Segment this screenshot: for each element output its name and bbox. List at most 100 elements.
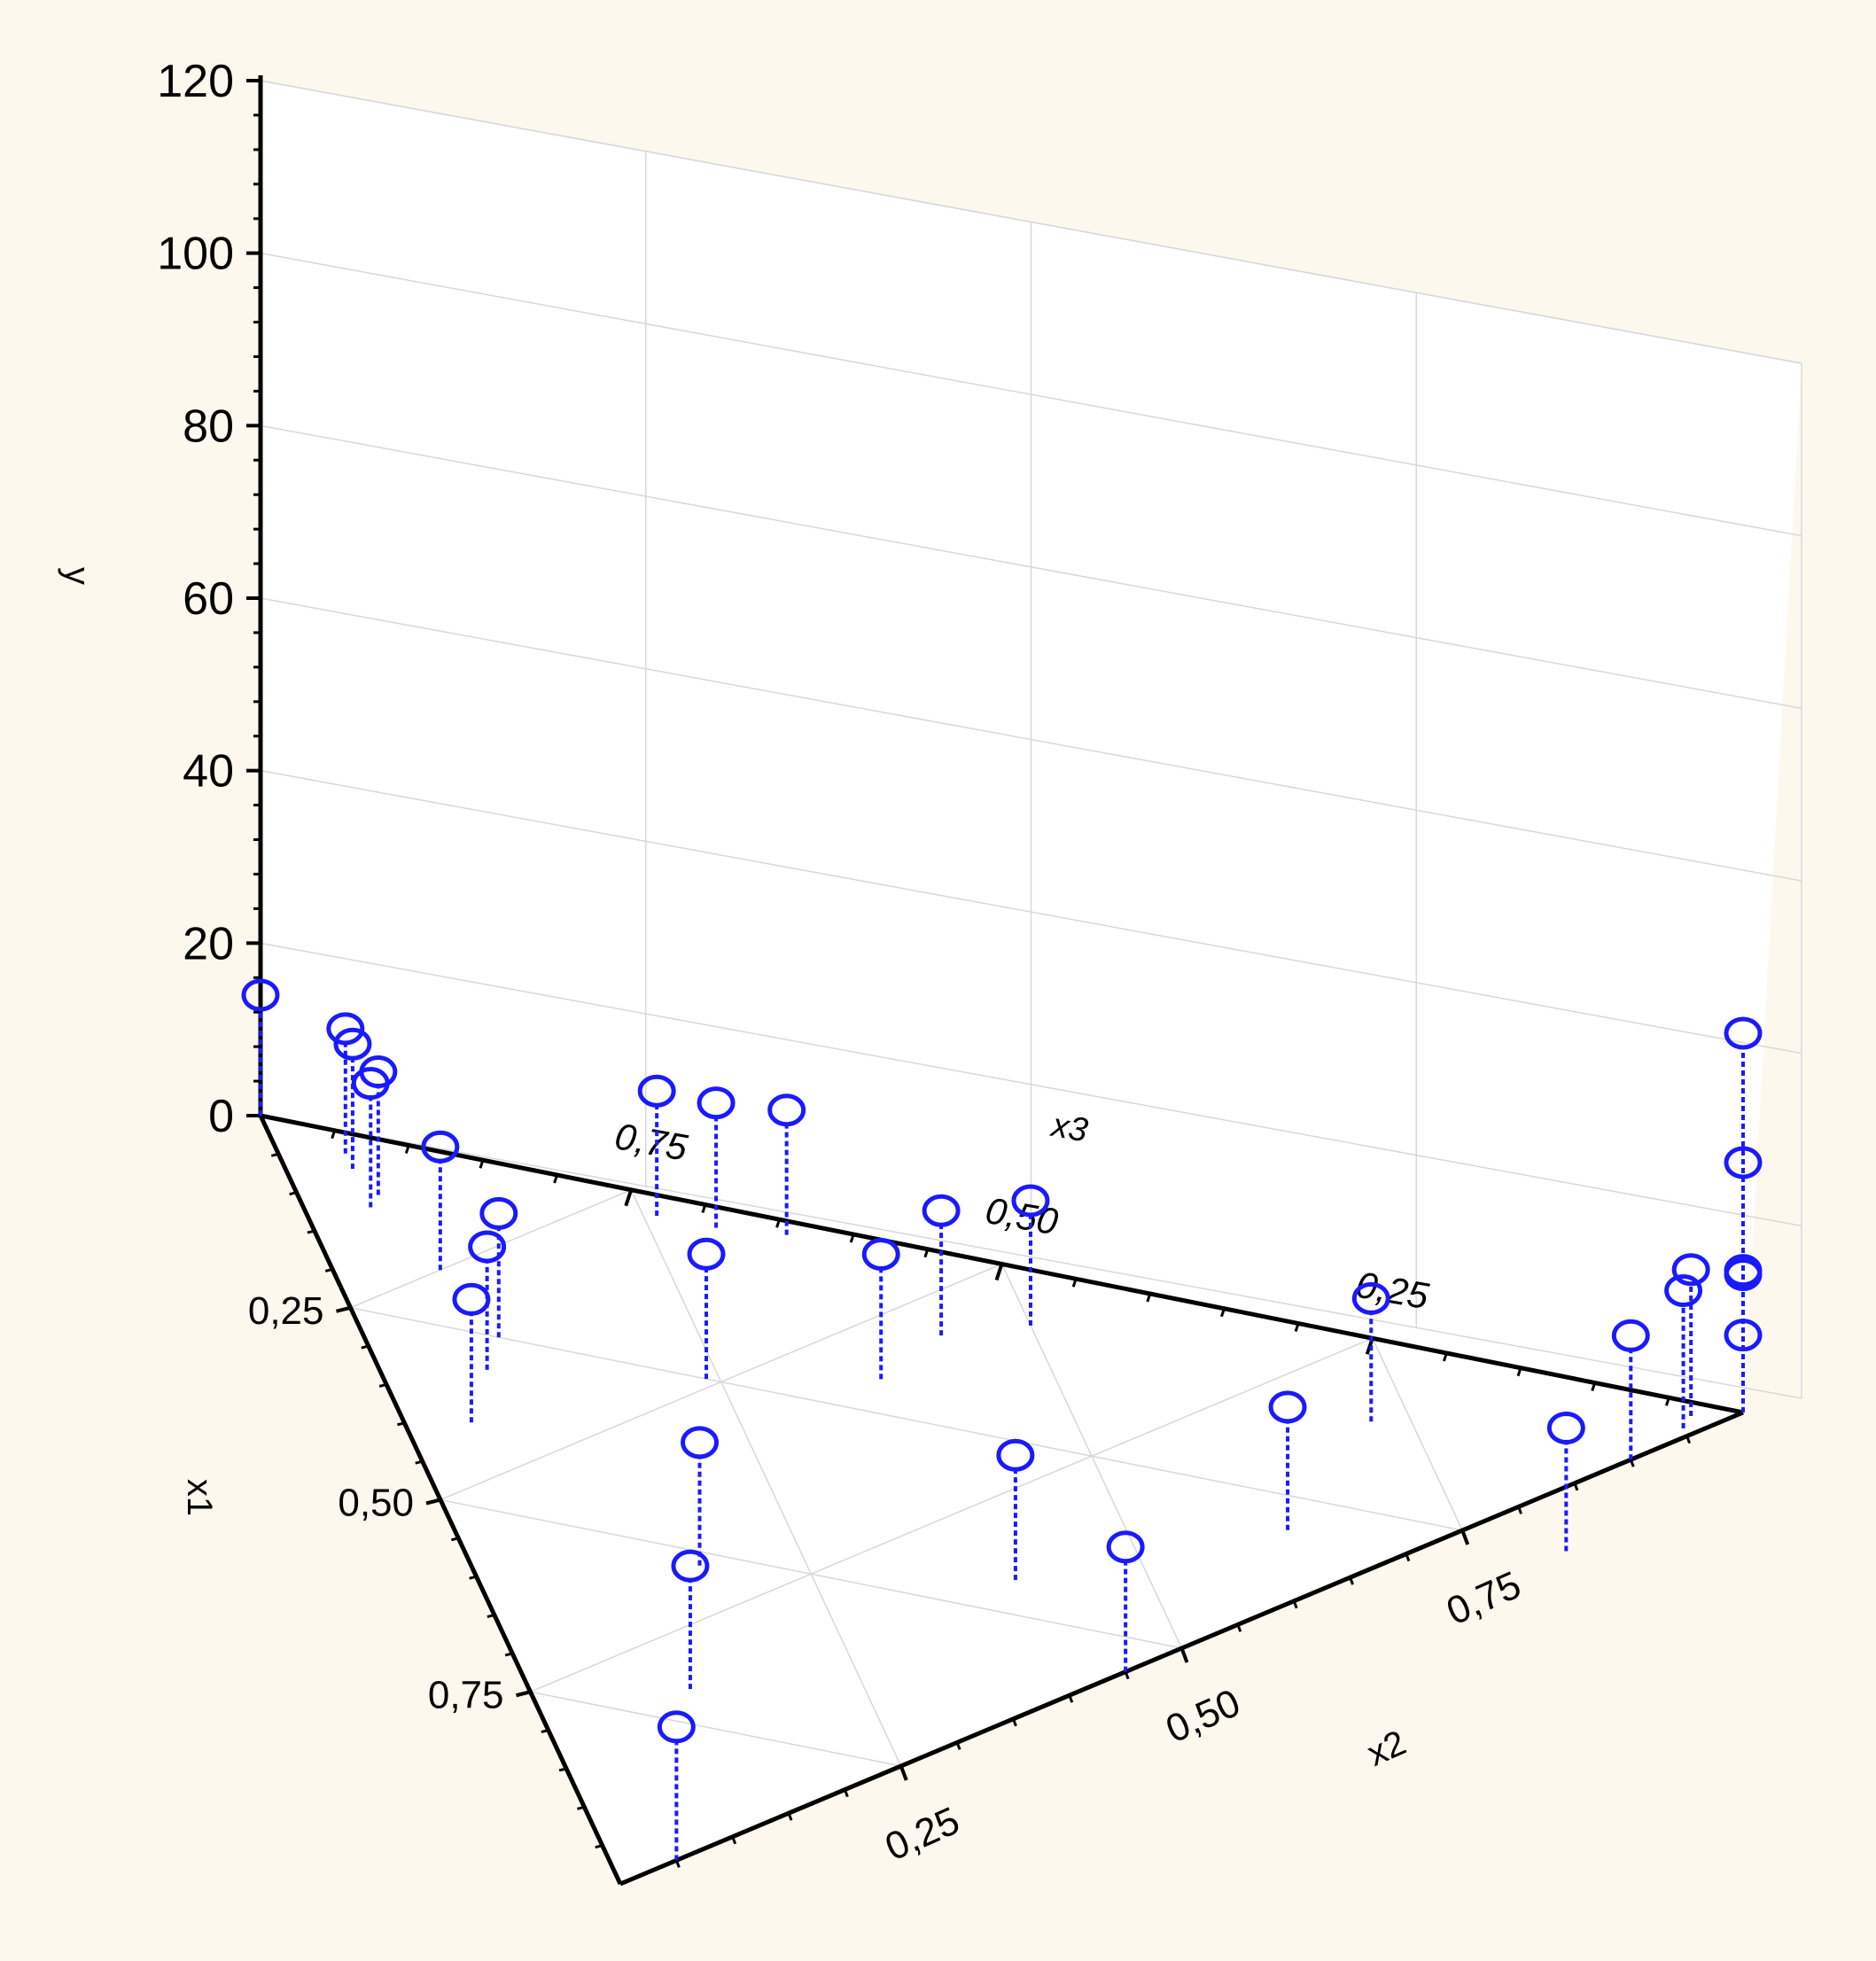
data-point: [697, 1086, 736, 1228]
data-point: [861, 1237, 900, 1380]
tick-x1-minor: [595, 1844, 603, 1849]
tick-x2-minor: [731, 1836, 737, 1845]
tick-x3-minor: [1591, 1382, 1597, 1391]
tick-x3-minor: [1442, 1352, 1448, 1362]
point-marker: [479, 1196, 518, 1230]
tick-x2-minor: [1685, 1436, 1692, 1444]
point-marker: [697, 1086, 736, 1120]
tick-x2-minor: [1012, 1718, 1017, 1727]
tick-x1-minor: [307, 1229, 315, 1234]
tick-x1-minor: [397, 1421, 405, 1427]
tick-x3-minor: [404, 1145, 410, 1154]
data-point: [1671, 1253, 1710, 1416]
data-point: [326, 1012, 365, 1154]
tick-label-y: 120: [157, 56, 234, 107]
data-point: [1351, 1281, 1390, 1422]
tick-x1-minor: [469, 1575, 477, 1580]
data-point: [687, 1237, 726, 1380]
point-marker: [1546, 1412, 1585, 1445]
tick-x2-minor: [1460, 1529, 1467, 1538]
data-point: [1724, 1016, 1763, 1412]
tick-x1-minor: [361, 1344, 370, 1350]
data-point: [1664, 1273, 1703, 1428]
point-marker: [1011, 1184, 1050, 1218]
grid-line-wall-top: [260, 80, 1802, 364]
data-point: [1268, 1390, 1307, 1530]
point-marker: [922, 1194, 961, 1227]
point-marker: [996, 1438, 1035, 1472]
tick-x3-minor: [923, 1249, 930, 1258]
tick-x2-minor: [843, 1789, 849, 1798]
tick-x1-minor: [343, 1306, 351, 1311]
tick-x3-minor: [553, 1174, 559, 1184]
tick-x3-minor: [1294, 1323, 1300, 1332]
tick-x3-minor: [1071, 1278, 1078, 1288]
data-point: [1011, 1184, 1050, 1326]
point-marker: [1671, 1253, 1710, 1287]
data-point: [351, 1067, 390, 1208]
point-marker: [1724, 1319, 1763, 1352]
grid-line-floor: [630, 1189, 902, 1767]
tick-label-y: 100: [157, 229, 234, 280]
tick-label-y: 40: [183, 746, 234, 798]
data-point: [479, 1196, 518, 1338]
data-point: [468, 1230, 507, 1370]
point-marker: [333, 1027, 372, 1061]
data-point: [241, 978, 280, 1116]
point-marker: [326, 1012, 365, 1046]
axis-title-x3: x3: [1047, 1107, 1091, 1150]
tick-x1-minor: [432, 1498, 441, 1503]
data-point: [637, 1074, 676, 1217]
point-marker: [241, 978, 280, 1012]
tick-x2-minor: [1180, 1647, 1186, 1656]
data-point: [1611, 1319, 1650, 1460]
point-marker: [1724, 1016, 1763, 1050]
tick-label-x1: 0,25: [248, 1289, 324, 1333]
tick-x1-minor: [289, 1191, 297, 1196]
tick-label-y: 0: [208, 1091, 234, 1142]
tick-x2-minor: [674, 1859, 681, 1868]
data-point: [1106, 1530, 1145, 1672]
tick-x3-minor: [775, 1218, 781, 1228]
data-point: [333, 1027, 372, 1170]
point-marker: [421, 1130, 460, 1163]
point-marker: [1268, 1390, 1307, 1424]
point-marker: [1611, 1319, 1650, 1352]
point-marker: [861, 1237, 900, 1271]
tick-label-y: 20: [183, 918, 234, 969]
tick-x3-minor: [1664, 1397, 1670, 1406]
tick-x2-minor: [787, 1812, 793, 1821]
data-point: [767, 1093, 806, 1235]
tick-x2-minor: [899, 1765, 906, 1774]
data-point: [671, 1549, 710, 1690]
tick-x2-minor: [1573, 1482, 1579, 1491]
data-points: [241, 978, 1763, 1861]
point-marker: [351, 1067, 390, 1101]
tick-x3-minor: [1146, 1293, 1152, 1303]
tick-label-y: 80: [183, 401, 234, 452]
point-marker: [671, 1549, 710, 1583]
tick-x2-minor: [1236, 1623, 1242, 1632]
data-point: [421, 1130, 460, 1271]
data-point: [922, 1194, 961, 1336]
point-marker: [637, 1074, 676, 1108]
tick-x1-minor: [324, 1267, 333, 1272]
point-marker: [1664, 1273, 1703, 1307]
tick-label-x1: 0,75: [428, 1673, 504, 1716]
tick-x3-minor: [998, 1264, 1003, 1272]
tick-x3-minor: [849, 1233, 855, 1243]
tick-x1-minor: [523, 1690, 531, 1695]
grid-line-floor: [530, 1691, 901, 1767]
tick-x2-minor: [1124, 1671, 1130, 1680]
tick-x2-minor: [1629, 1459, 1635, 1467]
point-marker: [657, 1710, 696, 1744]
grid-line-floor: [1372, 1337, 1463, 1531]
point-marker: [687, 1237, 726, 1271]
tick-x3-minor: [1516, 1367, 1522, 1377]
tick-x1-minor: [415, 1459, 424, 1465]
data-point: [996, 1438, 1035, 1581]
point-marker: [767, 1093, 806, 1127]
tick-x2-minor: [1349, 1576, 1354, 1585]
tick-x2-minor: [1517, 1506, 1523, 1514]
point-marker: [452, 1282, 491, 1316]
